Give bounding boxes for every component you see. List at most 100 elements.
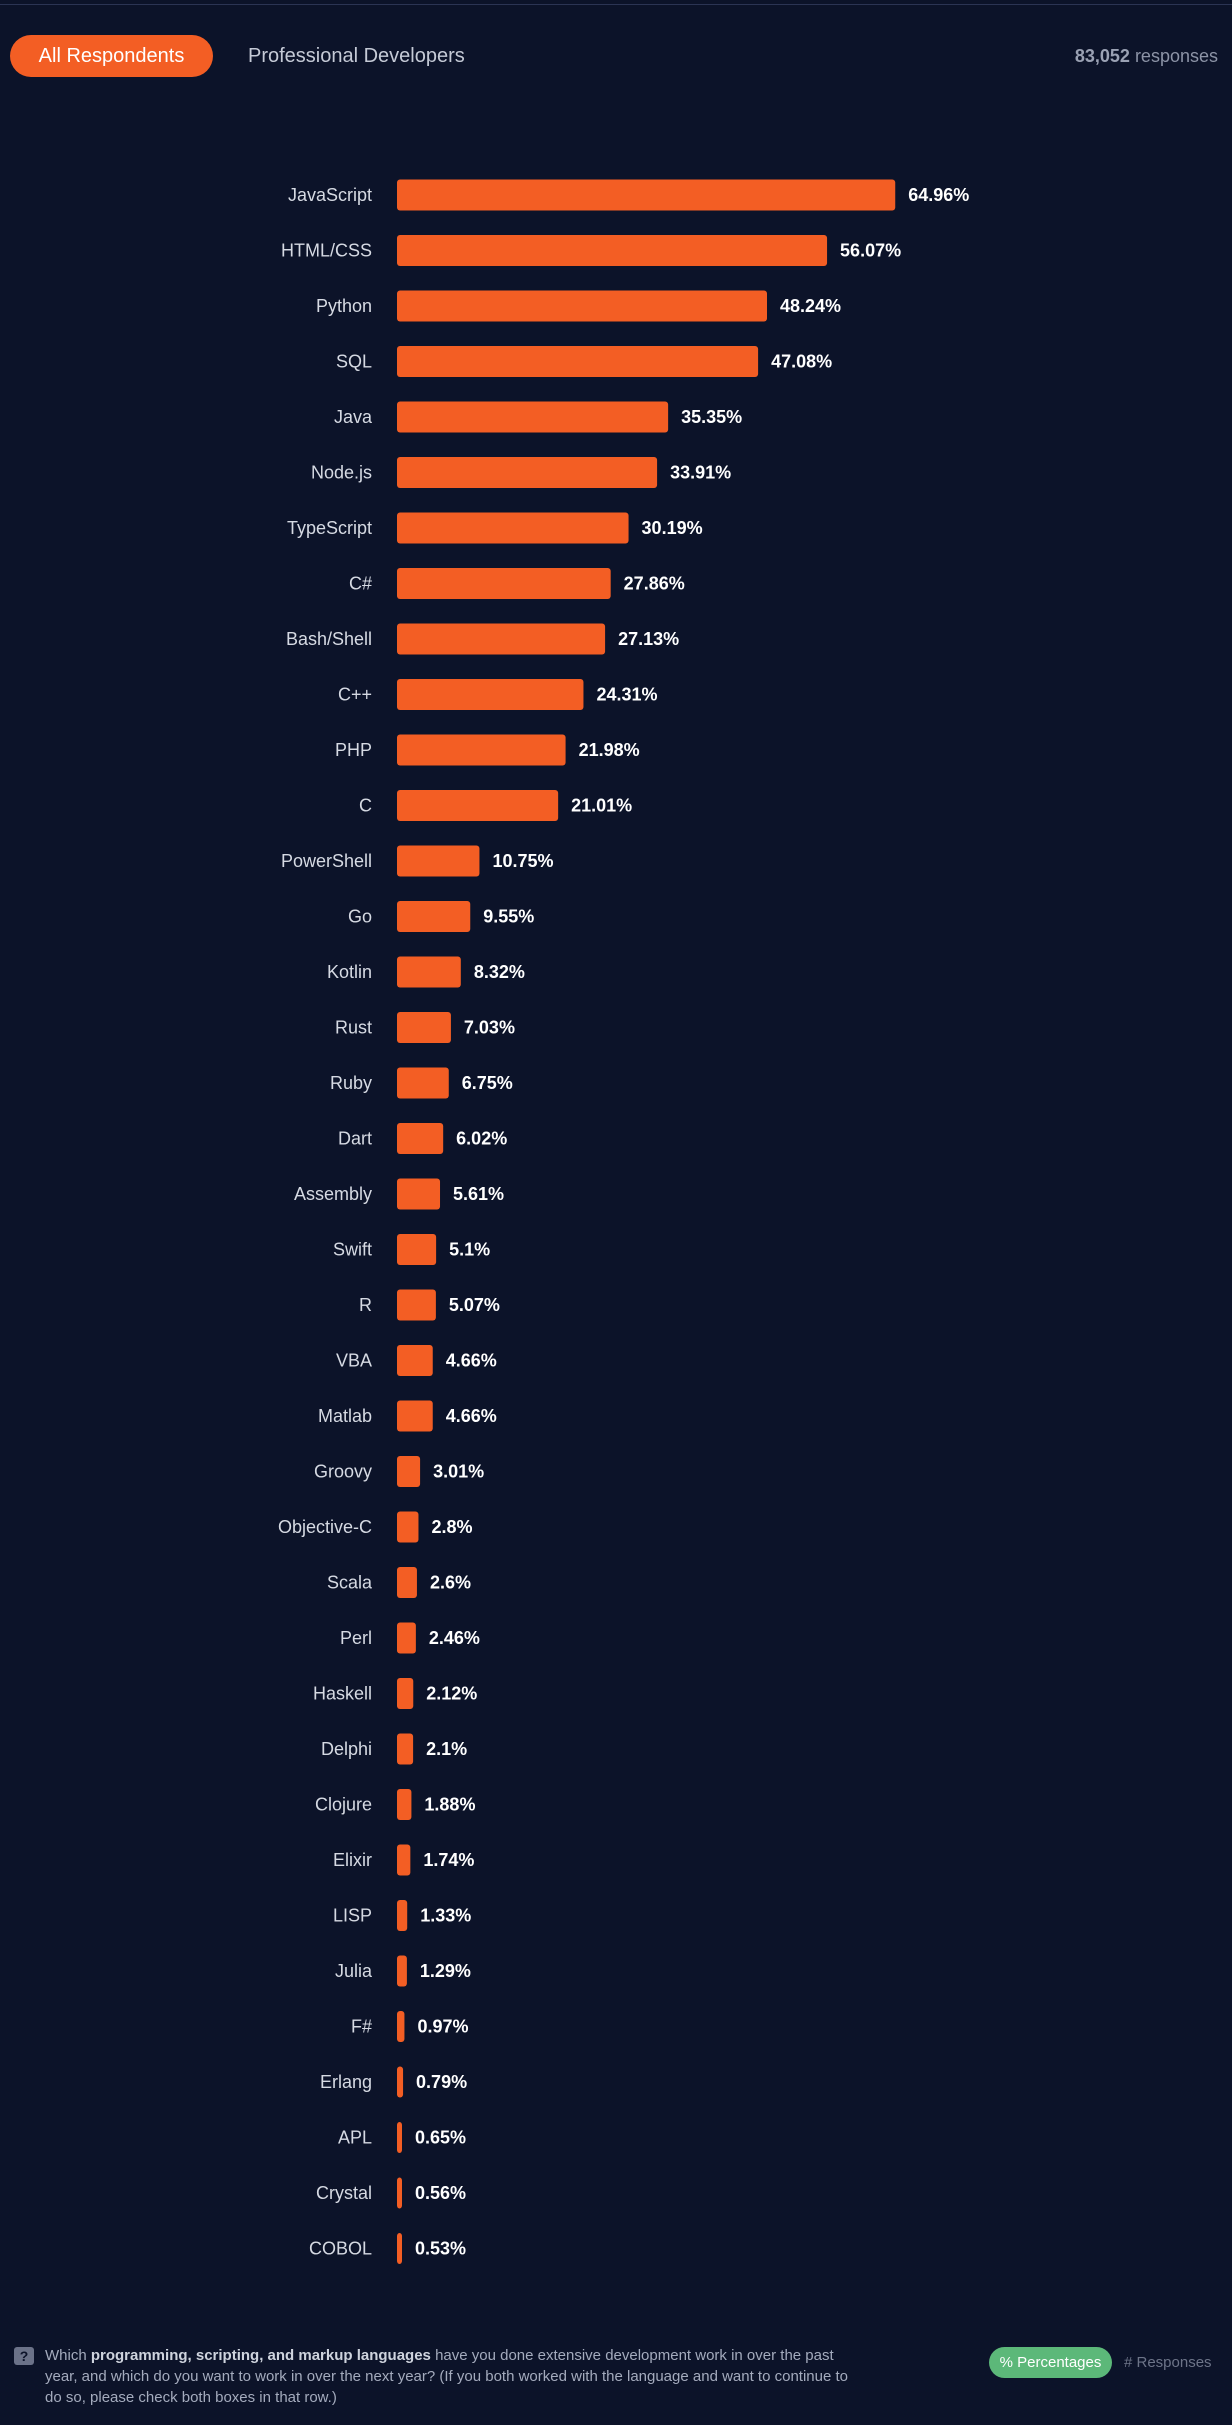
bar <box>397 1567 417 1598</box>
value-label: 2.12% <box>426 1684 477 1704</box>
bar <box>397 2177 402 2209</box>
category-label: APL <box>338 2128 372 2148</box>
value-label: 2.46% <box>429 1628 480 1648</box>
value-label: 35.35% <box>681 407 742 427</box>
value-label: 2.6% <box>430 1573 471 1593</box>
value-label: 7.03% <box>464 1018 515 1038</box>
category-label: SQL <box>336 352 372 372</box>
category-label: C <box>359 796 372 816</box>
bar <box>397 901 471 932</box>
top-divider <box>0 4 1232 5</box>
category-label: Crystal <box>316 2183 372 2203</box>
languages-bar-chart: JavaScript 64.96% HTML/CSS 56.07% Python 48.2… <box>278 179 969 2264</box>
question-mark-icon: ? <box>14 2347 34 2365</box>
category-label: HTML/CSS <box>281 241 372 261</box>
tab-all-respondents[interactable]: All Respondents <box>10 35 213 77</box>
bar <box>397 1123 444 1154</box>
tab-professional-developers[interactable]: Professional Developers <box>248 45 465 67</box>
responses-label: responses <box>1134 46 1218 66</box>
bar <box>397 235 828 266</box>
value-label: 2.8% <box>431 1517 472 1537</box>
value-label: 0.65% <box>415 2128 466 2148</box>
value-label: 56.07% <box>840 241 901 261</box>
value-label: 24.31% <box>596 685 657 705</box>
category-label: Ruby <box>330 1073 372 1093</box>
bar <box>397 1511 419 1543</box>
bar <box>397 845 480 877</box>
value-label: 1.74% <box>423 1850 474 1870</box>
bar <box>397 2066 404 2098</box>
category-label: Delphi <box>321 1739 372 1759</box>
bar <box>397 790 559 821</box>
bar <box>397 1900 408 1931</box>
value-label: 10.75% <box>492 851 553 871</box>
bar <box>397 1789 412 1820</box>
bar <box>397 1678 414 1709</box>
category-label: F# <box>351 2017 372 2037</box>
value-label: 0.56% <box>415 2183 466 2203</box>
bar <box>397 1456 421 1487</box>
value-label: 3.01% <box>433 1462 484 1482</box>
value-label: 1.29% <box>420 1961 471 1981</box>
bar <box>397 734 566 766</box>
value-label: 1.88% <box>424 1795 475 1815</box>
value-label: 4.66% <box>446 1351 497 1371</box>
responses-count: 83,052 responses <box>1075 35 1218 77</box>
question-suffix: have you done extensive development work… <box>45 2347 848 2406</box>
percentages-toggle[interactable]: % Percentages <box>989 2347 1112 2378</box>
value-label: 64.96% <box>908 185 969 205</box>
bar <box>397 2011 405 2042</box>
category-label: C# <box>349 574 372 594</box>
question-bold: programming, scripting, and markup langu… <box>90 2347 431 2364</box>
category-label: PowerShell <box>281 851 372 871</box>
value-label: 9.55% <box>483 907 534 927</box>
category-label: C++ <box>338 685 372 705</box>
question-prefix: Which <box>45 2347 91 2364</box>
value-label: 33.91% <box>670 463 731 483</box>
category-label: Groovy <box>314 1462 372 1482</box>
value-label: 27.13% <box>618 629 679 649</box>
value-label: 5.07% <box>449 1295 500 1315</box>
responses-number: 83,052 <box>1074 46 1130 66</box>
value-label: 47.08% <box>771 352 832 372</box>
bar <box>397 346 759 377</box>
category-label: Clojure <box>315 1795 372 1815</box>
bar <box>397 1345 433 1376</box>
value-label: 27.86% <box>624 574 685 594</box>
bar <box>397 1178 441 1210</box>
bar <box>397 2233 402 2264</box>
bar <box>397 623 606 655</box>
category-label: JavaScript <box>288 185 372 205</box>
category-label: Erlang <box>320 2072 372 2092</box>
category-label: Julia <box>335 1961 373 1981</box>
category-label: Haskell <box>313 1684 372 1704</box>
bar <box>397 679 584 710</box>
category-label: Rust <box>335 1018 372 1038</box>
value-label: 1.33% <box>420 1906 471 1926</box>
category-label: VBA <box>336 1351 372 1371</box>
bar <box>397 401 669 433</box>
category-label: COBOL <box>309 2239 372 2259</box>
value-label: 4.66% <box>446 1406 497 1426</box>
category-label: Matlab <box>318 1406 372 1426</box>
category-label: Perl <box>340 1628 372 1648</box>
value-label: 5.61% <box>453 1184 504 1204</box>
category-label: Java <box>334 407 373 427</box>
category-label: LISP <box>333 1906 372 1926</box>
bar <box>397 290 768 322</box>
category-label: PHP <box>335 740 372 760</box>
category-label: Swift <box>333 1240 372 1260</box>
bar <box>397 1622 416 1654</box>
bar <box>397 1955 407 1987</box>
category-label: Node.js <box>311 463 372 483</box>
responses-toggle[interactable]: # Responses <box>1124 2354 1212 2371</box>
value-label: 5.1% <box>449 1240 490 1260</box>
bar <box>397 1234 437 1265</box>
bar <box>397 457 658 488</box>
category-label: TypeScript <box>287 518 372 538</box>
category-label: R <box>359 1295 372 1315</box>
category-label: Dart <box>338 1129 372 1149</box>
bar <box>397 568 611 599</box>
category-label: Go <box>348 907 372 927</box>
